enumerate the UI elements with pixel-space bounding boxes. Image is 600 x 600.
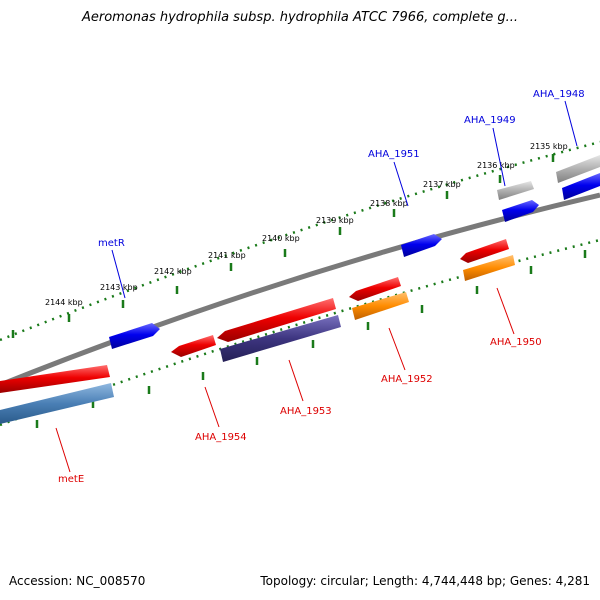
reverse-features [0,239,515,424]
gene-label-aha-1953[interactable]: AHA_1953 [280,406,332,417]
genome-backbone [0,192,600,388]
tick-label: 2137 kbp [423,180,461,189]
label-leader-lines [55,100,578,473]
gene-feature-aha-1948-cds[interactable] [562,173,600,200]
gene-feature-aha-1952-orange[interactable] [352,292,409,320]
gene-label-aha-1948[interactable]: AHA_1948 [533,89,585,100]
tick-label: 2141 kbp [208,251,246,260]
gene-label-aha-1952[interactable]: AHA_1952 [381,374,433,385]
gene-label-aha-1954[interactable]: AHA_1954 [195,432,247,443]
gene-feature-mete-steelblue[interactable] [0,383,114,424]
outer-major-ticks [11,154,555,338]
gene-feature-metr-cds[interactable] [109,323,160,349]
tick-label: 2142 kbp [154,267,192,276]
gene-feature-mete-cds[interactable] [0,365,110,393]
inner-major-ticks [35,250,587,428]
gene-feature-aha-1950-orange[interactable] [463,255,515,281]
tick-label: 2140 kbp [262,234,300,243]
tick-label: 2143 kbp [100,283,138,292]
gene-label-aha-1949[interactable]: AHA_1949 [464,115,516,126]
tick-labels: 2135 kbp 2136 kbp 2137 kbp 2138 kbp 2139… [45,142,568,307]
gene-feature-aha-1953-cds[interactable] [217,298,336,342]
gene-feature-aha-1950-cds[interactable] [460,239,509,263]
gene-feature-aha-1948-grey[interactable] [556,155,600,183]
outer-tick-track [0,140,600,342]
gene-labels: AHA_1948 AHA_1949 AHA_1951 metR AHA_1950… [58,89,585,485]
forward-features [109,155,600,349]
gene-feature-aha-1953-purple[interactable] [220,315,341,362]
gene-label-aha-1951[interactable]: AHA_1951 [368,149,420,160]
gene-feature-aha-1949-grey[interactable] [497,181,534,200]
tick-label: 2135 kbp [530,142,568,151]
tick-label: 2138 kbp [370,199,408,208]
gene-label-aha-1950[interactable]: AHA_1950 [490,337,542,348]
tick-label: 2136 kbp [477,161,515,170]
genome-summary: Topology: circular; Length: 4,744,448 bp… [260,574,590,588]
gene-feature-aha-1954-cds[interactable] [171,335,216,357]
map-title: Aeromonas hydrophila subsp. hydrophila A… [81,10,519,25]
gene-feature-aha-1949-cds[interactable] [502,200,539,222]
tick-label: 2139 kbp [316,216,354,225]
gene-feature-aha-1951-cds[interactable] [401,234,442,257]
tick-label: 2144 kbp [45,298,83,307]
gene-feature-aha-1952-cds[interactable] [349,277,401,301]
gene-label-metr[interactable]: metR [98,238,125,249]
accession-label: Accession: NC_008570 [9,574,146,588]
gene-label-mete[interactable]: metE [58,474,84,485]
